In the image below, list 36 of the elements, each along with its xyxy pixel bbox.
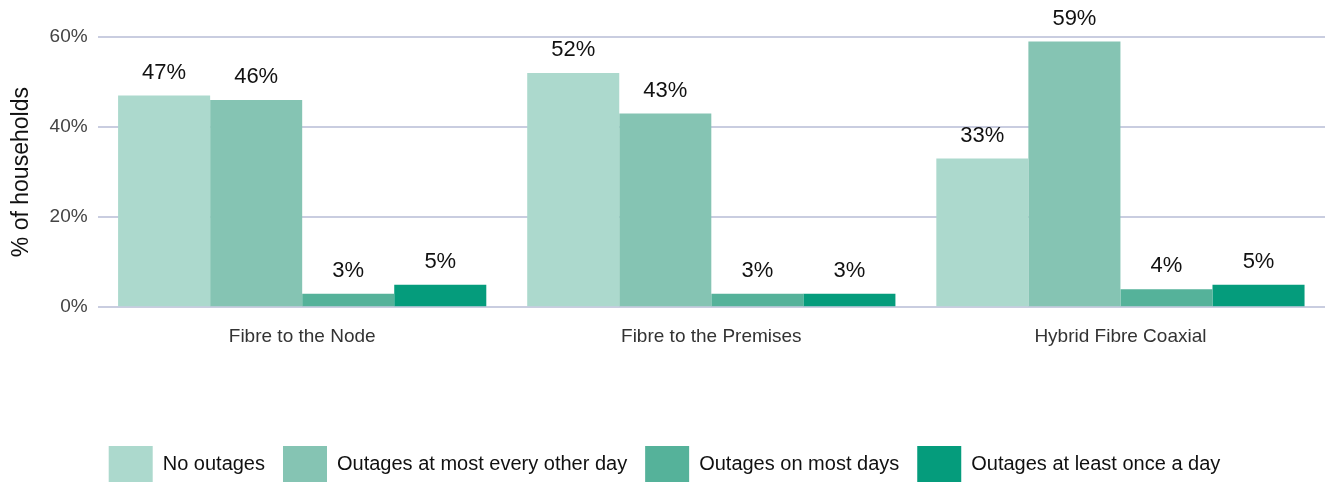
legend-label: Outages on most days [699,451,900,474]
bar [210,100,303,307]
bar [1028,41,1121,307]
data-label: 59% [1052,4,1097,30]
legend-label: Outages at most every other day [336,451,628,474]
y-axis-title: % of households [7,87,34,258]
bar [1212,284,1305,307]
data-label: 43% [643,76,688,102]
y-tick-label: 40% [49,115,88,137]
x-tick-label: Fibre to the Node [228,324,376,346]
bar [527,73,620,307]
data-label: 47% [142,58,187,84]
bar [302,293,395,307]
data-label: 33% [960,121,1005,147]
data-label: 3% [833,256,866,282]
bar [1120,289,1213,307]
bar [619,113,712,307]
data-label: 5% [424,247,457,273]
x-tick-label: Hybrid Fibre Coaxial [1034,324,1207,346]
data-label: 5% [1242,247,1275,273]
y-tick-label: 20% [49,205,88,227]
data-label: 3% [741,256,774,282]
legend-label: Outages at least once a day [971,451,1221,474]
bar [711,293,804,307]
bar [803,293,896,307]
bar [936,158,1029,307]
y-tick-label: 0% [60,295,88,317]
y-tick-label: 60% [49,25,88,47]
bar [118,95,211,307]
data-label: 3% [332,256,365,282]
data-label: 52% [551,36,596,62]
data-label: 4% [1150,252,1183,278]
bar [394,284,487,307]
legend-label: No outages [162,451,265,474]
data-label: 46% [234,63,279,89]
x-tick-label: Fibre to the Premises [621,324,802,346]
